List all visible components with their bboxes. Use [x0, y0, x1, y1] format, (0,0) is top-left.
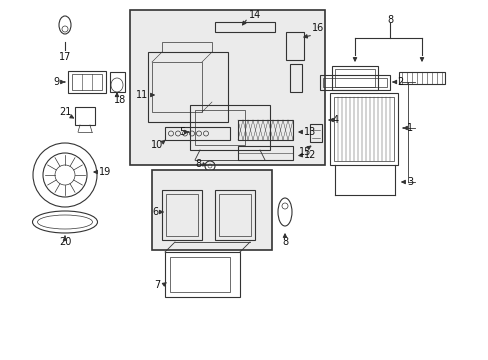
Bar — [130, 10, 325, 165]
Bar — [334, 69, 374, 87]
Bar — [215, 190, 254, 240]
Text: 8: 8 — [282, 237, 287, 247]
Bar — [398, 72, 444, 84]
Text: 14: 14 — [248, 10, 261, 20]
Text: 12: 12 — [303, 150, 316, 160]
Bar — [319, 75, 389, 90]
Bar — [152, 170, 271, 250]
Text: 5: 5 — [179, 127, 185, 137]
Bar — [285, 32, 304, 60]
Text: 9: 9 — [54, 77, 60, 87]
Bar — [72, 74, 102, 90]
Bar — [215, 22, 274, 32]
Bar — [110, 72, 125, 92]
Text: 18: 18 — [114, 95, 126, 105]
Bar — [309, 124, 321, 142]
Bar — [333, 97, 393, 161]
Text: 21: 21 — [59, 107, 71, 117]
Text: 2: 2 — [396, 77, 402, 87]
Text: 10: 10 — [151, 140, 163, 150]
Text: 8: 8 — [195, 159, 201, 169]
Bar — [190, 105, 269, 150]
Text: 16: 16 — [311, 23, 324, 33]
Bar — [164, 252, 240, 297]
Text: 4: 4 — [332, 115, 338, 125]
Bar — [165, 194, 198, 236]
Text: 13: 13 — [303, 127, 315, 137]
Bar — [164, 127, 229, 140]
Bar — [152, 62, 202, 112]
Text: 11: 11 — [136, 90, 148, 100]
Bar — [162, 42, 212, 52]
Text: 7: 7 — [154, 280, 160, 290]
Bar — [75, 107, 95, 125]
Bar — [329, 93, 397, 165]
Bar — [68, 71, 106, 93]
Text: 20: 20 — [59, 237, 71, 247]
Text: 19: 19 — [99, 167, 111, 177]
Bar — [195, 110, 244, 145]
Text: 15: 15 — [298, 147, 310, 157]
Bar — [331, 66, 377, 90]
Text: 17: 17 — [59, 52, 71, 62]
Bar — [238, 120, 292, 140]
Bar — [323, 78, 386, 87]
Text: 1: 1 — [406, 123, 412, 133]
Bar — [219, 194, 250, 236]
Bar — [148, 52, 227, 122]
Bar — [238, 146, 292, 160]
Text: 3: 3 — [406, 177, 412, 187]
Text: 6: 6 — [152, 207, 158, 217]
Bar — [162, 190, 202, 240]
Bar — [289, 64, 302, 92]
Bar — [170, 257, 229, 292]
Text: 8: 8 — [386, 15, 392, 25]
